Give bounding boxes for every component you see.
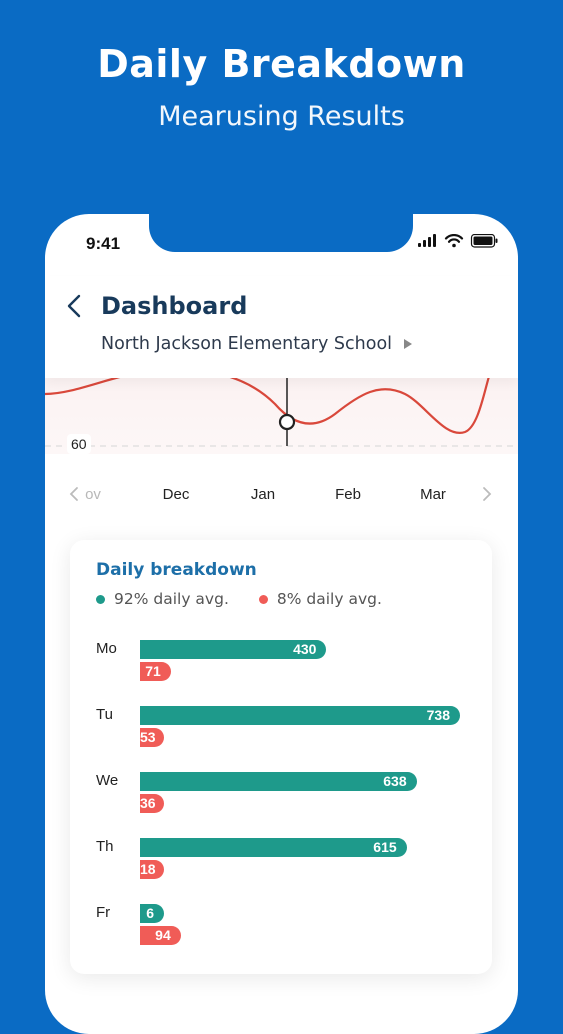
promo-title: Daily Breakdown xyxy=(97,42,466,86)
wifi-icon xyxy=(444,234,464,248)
green-bar-fr: 6 xyxy=(140,904,164,923)
green-bar-mo: 430 xyxy=(140,640,327,659)
y-axis-label: 60 xyxy=(67,434,91,454)
month-nov[interactable]: ov xyxy=(85,486,101,503)
card-title: Daily breakdown xyxy=(96,560,257,580)
prev-month-chevron-icon[interactable] xyxy=(69,486,79,502)
signal-icon xyxy=(418,234,436,247)
school-name: North Jackson Elementary School xyxy=(101,334,393,354)
legend-label-red: 8% daily avg. xyxy=(276,590,382,608)
back-chevron-icon[interactable] xyxy=(67,294,81,318)
play-arrow-icon xyxy=(404,339,413,349)
app-header: Dashboard North Jackson Elementary Schoo… xyxy=(45,276,518,378)
legend-item-red: 8% daily avg. xyxy=(258,590,382,608)
legend-label-green: 92% daily avg. xyxy=(114,590,229,608)
day-label-fr: Fr xyxy=(96,904,111,921)
green-bar-we: 638 xyxy=(140,772,417,791)
red-bar-we: 36 xyxy=(140,794,164,813)
promo-subtitle: Mearusing Results xyxy=(158,101,405,132)
month-scroller: ov Dec Jan Feb Mar xyxy=(45,482,518,506)
next-month-chevron-icon[interactable] xyxy=(482,486,492,502)
red-bar-mo: 71 xyxy=(140,662,171,681)
legend-dot-green xyxy=(96,594,105,604)
status-icons xyxy=(418,234,498,248)
month-dec[interactable]: Dec xyxy=(162,486,190,503)
month-jan[interactable]: Jan xyxy=(250,486,276,503)
bar-row-tu: Tu 738 53 xyxy=(70,706,492,766)
day-label-mo: Mo xyxy=(96,640,117,657)
legend-item-green: 92% daily avg. xyxy=(96,590,229,608)
red-bar-tu: 53 xyxy=(140,728,164,747)
bar-row-we: We 638 36 xyxy=(70,772,492,832)
red-bar-fr: 94 xyxy=(140,926,181,945)
month-mar[interactable]: Mar xyxy=(420,486,446,503)
month-feb[interactable]: Feb xyxy=(335,486,361,503)
bar-row-mo: Mo 430 71 xyxy=(70,640,492,700)
battery-icon xyxy=(470,234,498,248)
red-bar-th: 18 xyxy=(140,860,164,879)
day-label-tu: Tu xyxy=(96,706,113,723)
bar-row-th: Th 615 18 xyxy=(70,838,492,898)
green-bar-th: 615 xyxy=(140,838,407,857)
legend: 92% daily avg. 8% daily avg. xyxy=(96,590,412,608)
phone-notch xyxy=(149,214,413,252)
day-label-we: We xyxy=(96,772,119,789)
selected-point[interactable] xyxy=(278,413,296,431)
phone-screen: 9:41 xyxy=(45,214,518,1034)
line-chart-area xyxy=(45,364,518,454)
legend-dot-red xyxy=(258,594,268,604)
bar-row-fr: Fr 6 94 xyxy=(70,904,492,964)
page-title: Dashboard xyxy=(101,292,248,320)
status-time: 9:41 xyxy=(86,234,121,253)
daily-breakdown-card: Daily breakdown 92% daily avg. 8% daily … xyxy=(70,540,492,974)
day-label-th: Th xyxy=(96,838,114,855)
green-bar-tu: 738 xyxy=(140,706,460,725)
school-selector[interactable]: North Jackson Elementary School xyxy=(101,332,413,356)
